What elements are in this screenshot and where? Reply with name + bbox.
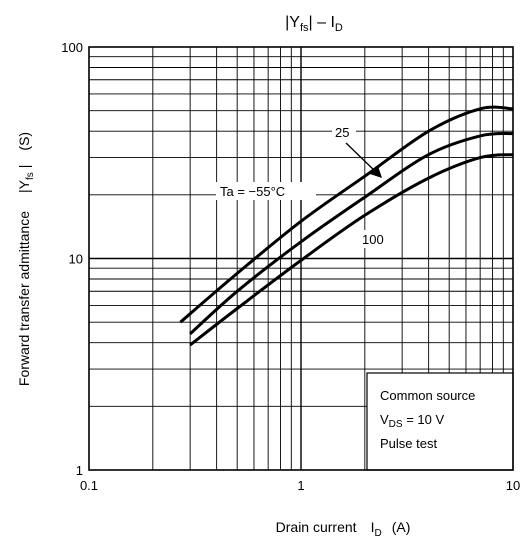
series-label-25: 25 bbox=[335, 125, 349, 140]
label-bg bbox=[360, 230, 384, 248]
title-sub-fs: fs bbox=[300, 22, 309, 34]
x-tick-label: 10 bbox=[506, 478, 520, 493]
curves bbox=[179, 105, 514, 347]
condition-vds: VDS = 10 V bbox=[380, 412, 444, 430]
svg-text:Forward transfer admittance|Yf: Forward transfer admittance |Yfs | (S) bbox=[16, 132, 36, 386]
x-tick-label: 1 bbox=[297, 478, 304, 493]
x-tick-label: 0.1 bbox=[80, 478, 98, 493]
condition-pulse-test: Pulse test bbox=[380, 436, 437, 451]
arrow-line bbox=[345, 142, 377, 173]
series-labels: Ta = −55°C 25 100 bbox=[216, 123, 384, 248]
series-label-minus55: Ta = −55°C bbox=[220, 184, 285, 199]
y-tick-label: 1 bbox=[76, 463, 83, 478]
label-bg bbox=[216, 182, 316, 200]
series-label-100: 100 bbox=[362, 232, 384, 247]
y-axis-label: Forward transfer admittance |Yfs | (S) bbox=[16, 132, 36, 386]
plot-frame bbox=[88, 46, 514, 471]
conditions-box: Common source VDS = 10 V Pulse test bbox=[366, 372, 514, 471]
title-main: |Y bbox=[285, 14, 300, 31]
y-label-symbol: |Y bbox=[16, 179, 32, 193]
condition-common-source: Common source bbox=[380, 388, 475, 403]
y-label-main: Forward transfer admittance bbox=[16, 211, 32, 386]
x-label-symbol: I bbox=[371, 519, 375, 535]
vds-value: = 10 V bbox=[403, 412, 445, 427]
y-tick-label: 10 bbox=[69, 252, 83, 267]
title-mid: | – I bbox=[309, 14, 335, 31]
title-sub-d: D bbox=[335, 22, 343, 34]
vds-sub: DS bbox=[389, 419, 403, 430]
series-line-minus55 bbox=[179, 105, 514, 324]
x-axis-label: Drain current ID (A) bbox=[276, 519, 411, 539]
chart-title: |Yfs| – ID bbox=[285, 14, 343, 34]
arrow-head bbox=[370, 166, 382, 178]
y-label-sub: fs bbox=[25, 172, 36, 180]
x-label-unit: (A) bbox=[392, 519, 411, 535]
vds-symbol: V bbox=[380, 412, 389, 427]
y-label-bar: | bbox=[16, 165, 32, 169]
label-bg bbox=[332, 123, 356, 141]
x-label-main: Drain current bbox=[276, 519, 357, 535]
y-tick-label: 100 bbox=[61, 40, 83, 55]
y-label-unit: (S) bbox=[16, 132, 32, 151]
x-label-sub: D bbox=[374, 528, 381, 539]
series-line-25 bbox=[189, 132, 514, 336]
series-line-100 bbox=[189, 153, 514, 347]
